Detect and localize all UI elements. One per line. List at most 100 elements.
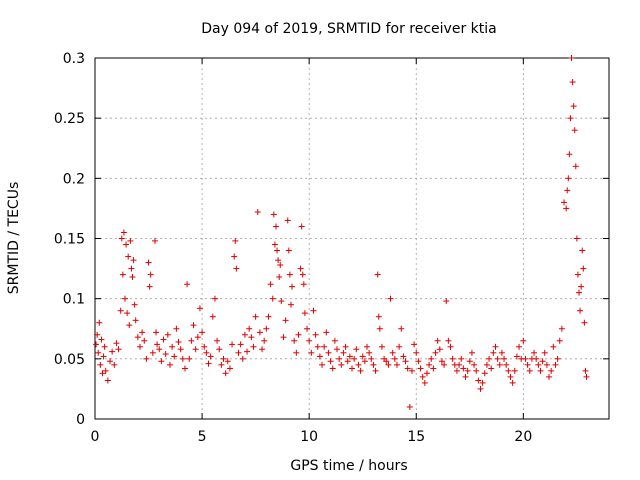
data-point: [568, 55, 575, 61]
data-point: [269, 295, 276, 302]
data-point: [282, 317, 289, 324]
data-point: [376, 325, 383, 332]
data-point: [488, 365, 495, 372]
data-point: [111, 361, 118, 368]
data-point: [573, 235, 580, 242]
data-point: [199, 329, 206, 336]
data-point: [449, 355, 456, 362]
data-point: [578, 283, 585, 290]
data-point: [164, 331, 171, 338]
data-point: [169, 343, 176, 350]
y-tick-label: 0.1: [63, 292, 85, 308]
data-point: [299, 271, 306, 278]
data-point: [443, 298, 450, 305]
data-point: [361, 358, 368, 365]
data-point: [121, 295, 128, 302]
data-point: [464, 367, 471, 374]
data-point: [295, 331, 302, 338]
data-point: [125, 253, 132, 260]
data-point: [177, 346, 184, 353]
data-point: [186, 355, 193, 362]
data-point: [218, 361, 225, 368]
data-point: [494, 355, 501, 362]
data-point: [496, 361, 503, 368]
data-point: [466, 358, 473, 365]
data-point: [226, 365, 233, 372]
data-point: [334, 346, 341, 353]
data-point: [363, 343, 370, 350]
data-point: [277, 261, 284, 268]
data-point: [561, 199, 568, 206]
data-point: [577, 307, 584, 314]
y-axis-ticks: 0 0.05 0.1 0.15 0.2 0.25 0.3: [54, 51, 609, 428]
data-point: [267, 281, 274, 288]
data-point: [477, 385, 484, 392]
data-point: [355, 361, 362, 368]
data-point: [572, 163, 579, 170]
x-tick-label: 0: [91, 429, 100, 445]
data-point: [119, 271, 126, 278]
data-point: [196, 305, 203, 312]
data-point: [286, 271, 293, 278]
data-point: [558, 325, 565, 332]
data-point: [297, 265, 304, 272]
data-point: [156, 346, 163, 353]
data-point: [353, 346, 360, 353]
y-tick-label: 0.2: [63, 171, 85, 187]
data-point: [481, 370, 488, 377]
data-point: [173, 325, 180, 332]
data-point: [146, 283, 153, 290]
data-point: [237, 341, 244, 348]
data-point: [280, 334, 287, 341]
data-point: [548, 367, 555, 374]
y-tick-label: 0.15: [54, 232, 85, 248]
data-point: [232, 237, 239, 244]
data-point: [458, 355, 465, 362]
data-point: [323, 329, 330, 336]
data-point: [160, 336, 167, 343]
y-tick-label: 0.25: [54, 111, 85, 127]
data-point: [537, 367, 544, 374]
data-point: [567, 115, 574, 122]
data-point: [233, 265, 240, 272]
data-point: [408, 367, 415, 374]
x-tick-label: 15: [407, 429, 425, 445]
data-point: [393, 361, 400, 368]
data-point: [153, 329, 160, 336]
data-point: [190, 322, 197, 329]
data-point: [314, 343, 321, 350]
data-point: [239, 355, 246, 362]
data-point: [265, 313, 272, 320]
data-point: [256, 329, 263, 336]
data-point: [104, 377, 111, 384]
data-point: [271, 241, 278, 248]
data-point: [471, 361, 478, 368]
data-point: [441, 361, 448, 368]
data-point: [201, 343, 208, 350]
data-point: [130, 257, 137, 264]
data-point: [526, 367, 533, 374]
data-point: [569, 79, 576, 86]
data-point: [289, 283, 296, 290]
data-point: [507, 373, 514, 380]
data-point: [520, 337, 527, 344]
data-point: [284, 217, 291, 224]
data-point: [205, 360, 212, 367]
data-point: [462, 373, 469, 380]
data-point: [276, 274, 283, 281]
data-point: [475, 377, 482, 384]
data-point: [436, 346, 443, 353]
data-point: [378, 343, 385, 350]
y-tick-label: 0: [76, 412, 85, 428]
data-point: [306, 337, 313, 344]
data-point: [109, 348, 116, 355]
data-point: [346, 353, 353, 360]
y-tick-label: 0.05: [54, 352, 85, 368]
data-point: [513, 353, 520, 360]
data-point: [214, 337, 221, 344]
data-point: [340, 349, 347, 356]
data-point: [115, 346, 122, 353]
data-point: [554, 355, 561, 362]
data-point: [498, 349, 505, 356]
data-point: [402, 358, 409, 365]
